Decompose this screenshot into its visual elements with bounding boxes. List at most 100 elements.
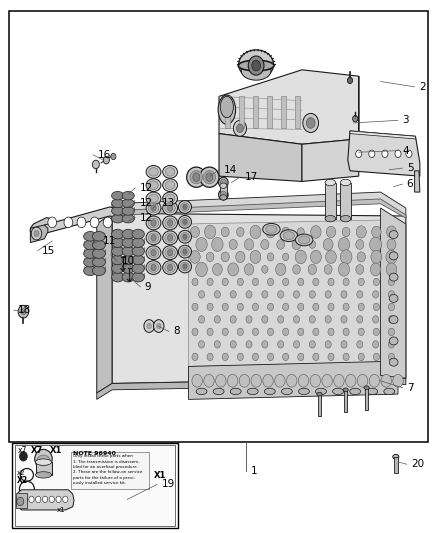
Ellipse shape: [84, 249, 97, 259]
Text: 9: 9: [145, 282, 152, 292]
Text: 13: 13: [161, 198, 175, 208]
Polygon shape: [112, 192, 406, 216]
Circle shape: [214, 290, 220, 298]
Circle shape: [291, 262, 302, 277]
Circle shape: [192, 328, 198, 336]
Ellipse shape: [165, 194, 175, 203]
Circle shape: [167, 249, 173, 256]
Ellipse shape: [180, 262, 189, 271]
Ellipse shape: [146, 246, 161, 260]
Circle shape: [151, 249, 156, 256]
Circle shape: [246, 316, 252, 323]
Circle shape: [192, 303, 198, 311]
Circle shape: [324, 264, 332, 274]
Circle shape: [252, 278, 258, 286]
Ellipse shape: [112, 255, 124, 265]
Circle shape: [246, 341, 252, 348]
Circle shape: [222, 303, 228, 311]
Ellipse shape: [298, 236, 310, 244]
Text: X7: X7: [30, 447, 42, 456]
Circle shape: [310, 225, 322, 239]
Circle shape: [222, 353, 228, 361]
Circle shape: [147, 324, 151, 329]
Circle shape: [189, 225, 201, 239]
Circle shape: [198, 341, 205, 348]
Ellipse shape: [162, 165, 177, 178]
Ellipse shape: [180, 247, 189, 256]
Circle shape: [291, 238, 302, 251]
Ellipse shape: [218, 95, 236, 124]
Circle shape: [286, 374, 297, 387]
Circle shape: [167, 235, 173, 241]
Ellipse shape: [146, 192, 161, 205]
Text: 8: 8: [173, 326, 180, 336]
Ellipse shape: [165, 181, 175, 189]
Circle shape: [204, 374, 214, 387]
Ellipse shape: [122, 238, 134, 247]
Ellipse shape: [122, 229, 134, 239]
Ellipse shape: [122, 264, 134, 273]
Text: 7: 7: [407, 383, 413, 393]
Circle shape: [227, 238, 239, 252]
Circle shape: [42, 496, 48, 503]
Ellipse shape: [165, 218, 175, 228]
Circle shape: [111, 154, 116, 160]
Text: x2: x2: [16, 470, 25, 476]
Ellipse shape: [389, 231, 398, 239]
Circle shape: [325, 316, 331, 323]
Ellipse shape: [132, 246, 145, 256]
Text: 10: 10: [122, 256, 135, 266]
Circle shape: [262, 290, 268, 298]
Polygon shape: [44, 207, 119, 233]
Circle shape: [237, 124, 244, 133]
Circle shape: [313, 278, 319, 286]
Ellipse shape: [238, 60, 274, 71]
Ellipse shape: [112, 272, 124, 282]
Circle shape: [215, 374, 226, 387]
Circle shape: [278, 316, 284, 323]
Circle shape: [167, 220, 173, 226]
Circle shape: [382, 150, 388, 158]
Text: 2. These are the follow-on service: 2. These are the follow-on service: [73, 470, 142, 474]
Circle shape: [309, 316, 315, 323]
Circle shape: [342, 227, 350, 237]
Circle shape: [103, 157, 110, 164]
Circle shape: [395, 150, 401, 158]
Circle shape: [389, 341, 395, 348]
Ellipse shape: [122, 207, 134, 215]
Text: x1: x1: [57, 507, 65, 513]
Circle shape: [183, 249, 187, 254]
Text: bled for an overhaul procedure.: bled for an overhaul procedure.: [73, 465, 138, 469]
Ellipse shape: [92, 266, 106, 276]
Text: 3: 3: [403, 115, 409, 125]
Ellipse shape: [146, 261, 161, 274]
Ellipse shape: [340, 215, 351, 222]
Circle shape: [340, 240, 348, 249]
Circle shape: [183, 204, 187, 209]
Ellipse shape: [190, 171, 202, 184]
Ellipse shape: [84, 231, 97, 241]
Circle shape: [214, 316, 220, 323]
Circle shape: [389, 290, 395, 298]
Circle shape: [339, 263, 349, 276]
Bar: [14, 445, 175, 526]
Bar: [325, 182, 336, 219]
Circle shape: [198, 316, 205, 323]
Circle shape: [153, 320, 164, 333]
Circle shape: [371, 250, 382, 264]
Circle shape: [309, 290, 315, 298]
Circle shape: [343, 353, 349, 361]
Circle shape: [167, 205, 173, 211]
Ellipse shape: [92, 240, 106, 249]
Bar: [394, 457, 398, 473]
Circle shape: [341, 290, 347, 298]
Circle shape: [268, 328, 274, 336]
Circle shape: [373, 328, 379, 336]
Text: 14: 14: [223, 165, 237, 175]
Ellipse shape: [162, 179, 177, 191]
Circle shape: [251, 374, 261, 387]
Polygon shape: [302, 76, 359, 181]
Circle shape: [183, 264, 187, 269]
Circle shape: [312, 253, 319, 261]
Ellipse shape: [220, 191, 226, 198]
